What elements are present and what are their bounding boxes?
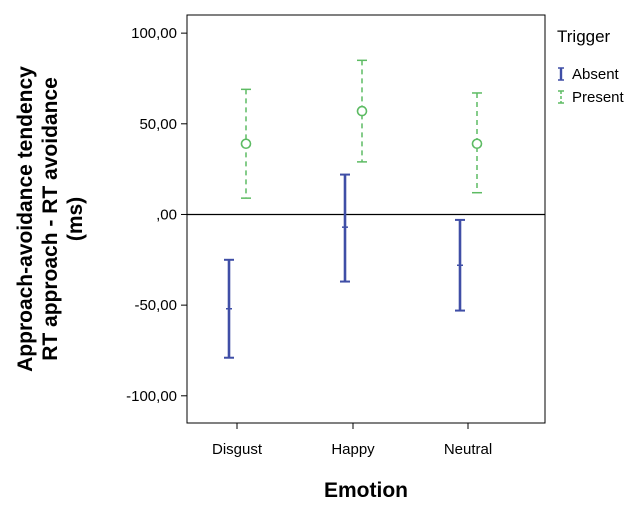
- y-axis-title-line-1: Approach-avoidance tendency: [14, 66, 37, 372]
- legend: Trigger Absent Present: [557, 27, 625, 106]
- mean-marker: [240, 138, 252, 150]
- y-axis-title-line-3: (ms): [64, 197, 87, 241]
- errorbar-present-happy: [356, 59, 368, 163]
- errorbar-present-neutral: [471, 92, 483, 194]
- legend-title: Trigger: [557, 27, 611, 46]
- mean-marker: [471, 138, 483, 150]
- y-axis-title-line-2: RT approach - RT avoidance: [39, 77, 62, 361]
- x-tick-label-neutral: Neutral: [444, 441, 492, 458]
- errorbar-absent-neutral: [455, 218, 465, 312]
- y-axis-title: Approach-avoidance tendency RT approach -…: [14, 66, 87, 372]
- errorbar-absent-happy: [340, 173, 350, 283]
- plot-area: 100,00 50,00 ,00 -50,00 -100,00 Disgust Happy N…: [126, 14, 546, 502]
- x-tick-label-happy: Happy: [331, 441, 375, 458]
- mean-marker: [356, 105, 368, 117]
- y-tick-label: -50,00: [134, 297, 177, 314]
- y-tick-label: 100,00: [131, 25, 177, 42]
- legend-item-absent: Absent: [558, 66, 620, 83]
- y-tick-label: -100,00: [126, 388, 177, 405]
- y-tick-label: 50,00: [139, 116, 177, 133]
- errorbar-present-disgust: [240, 88, 252, 199]
- y-tick-label: ,00: [156, 206, 177, 223]
- plot-frame: [186, 14, 546, 424]
- errorbar-absent-disgust: [224, 258, 234, 359]
- x-axis-title: Emotion: [324, 479, 408, 502]
- x-tick-label-disgust: Disgust: [212, 441, 263, 458]
- legend-label: Absent: [572, 66, 620, 83]
- legend-item-present: Present: [558, 89, 625, 106]
- legend-label: Present: [572, 89, 625, 106]
